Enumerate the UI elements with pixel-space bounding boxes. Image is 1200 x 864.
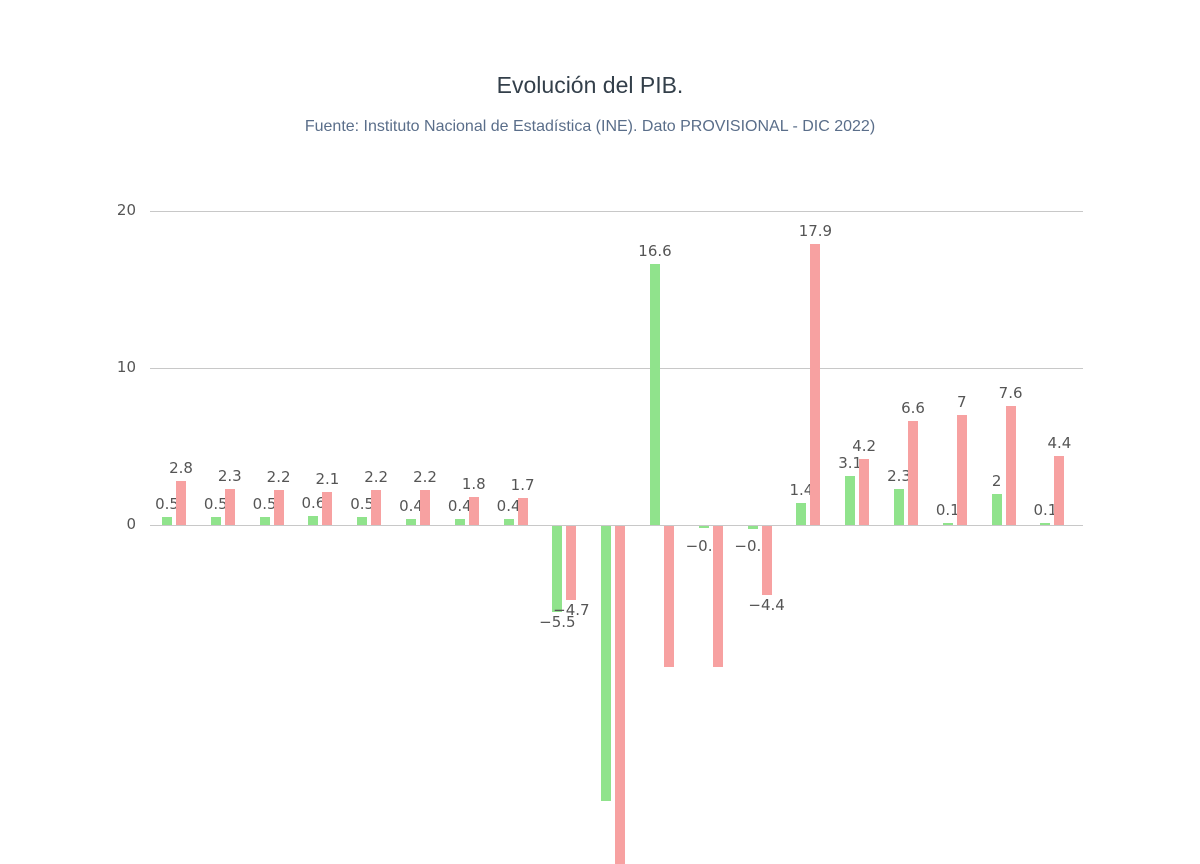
bar-series2	[859, 459, 870, 525]
bar-series1	[454, 518, 465, 525]
data-label: 0.5	[350, 495, 375, 514]
bar-series2	[371, 490, 382, 525]
bar-series2	[176, 481, 186, 525]
data-label: 4.2	[852, 437, 877, 456]
bar-series2	[761, 526, 772, 596]
chart-title: Evolución del PIB.	[496, 72, 684, 98]
data-label: 0.6	[301, 493, 326, 512]
bar-series2	[712, 526, 723, 668]
bar-series2	[273, 490, 284, 525]
bar-series1	[357, 517, 368, 525]
data-label: −4.4	[748, 596, 785, 615]
bar-series1	[650, 264, 660, 525]
bar-series2	[224, 488, 235, 525]
bar-series1	[942, 523, 953, 525]
bar-series1	[162, 517, 172, 525]
bar-series2	[956, 415, 967, 525]
data-label: 2.1	[315, 470, 340, 489]
bar-series1	[552, 526, 563, 613]
data-label: 0.5	[203, 495, 228, 514]
data-label: 7	[957, 393, 967, 412]
bar-chart: 0 10 20 0.5 0.5 0.5 0.6 0.5 0.4 0.4 0.4 −5.5 16.6 −0.…	[116, 201, 1083, 864]
data-label: 4.4	[1047, 433, 1072, 452]
data-label: 3.1	[838, 454, 863, 473]
bar-series1	[406, 518, 416, 525]
bar-series1	[747, 526, 758, 530]
bar-series2	[810, 243, 821, 525]
y-tick-label: 20	[116, 201, 136, 219]
data-label: 2	[991, 471, 1002, 490]
data-label: 1.7	[510, 476, 535, 495]
gridline	[150, 368, 1083, 369]
bar-series1	[601, 526, 612, 801]
data-label: −5.5	[539, 613, 576, 632]
gridline	[150, 525, 1083, 526]
data-label: 0.1	[1033, 501, 1058, 520]
data-label: 2.2	[266, 468, 291, 487]
bar-series2	[566, 526, 577, 600]
data-label: 1.4	[789, 481, 814, 500]
bar-series2	[615, 526, 626, 864]
data-label: 2.3	[217, 466, 242, 485]
bar-series1	[308, 515, 319, 525]
bar-series1	[210, 517, 221, 525]
bar-series2	[908, 421, 918, 525]
data-label: 0.4	[447, 496, 472, 515]
bar-series1	[894, 488, 904, 525]
data-label: 1.8	[461, 474, 486, 493]
bar-series1	[698, 526, 709, 528]
data-label: 0.4	[399, 496, 423, 515]
data-label: 17.9	[798, 221, 833, 240]
bar-series2	[664, 526, 674, 668]
data-label: 0.5	[252, 495, 277, 514]
bar-series1	[991, 493, 1002, 525]
bar-series2	[517, 498, 528, 525]
data-label: 0.1	[935, 501, 960, 520]
chart-subtitle: Fuente: Instituto Nacional de Estadístic…	[304, 118, 876, 135]
data-label: 2.2	[413, 468, 437, 487]
data-label: 2.2	[364, 468, 389, 487]
bar-series1	[845, 476, 856, 525]
bar-series2	[322, 492, 333, 525]
bar-series1	[503, 518, 514, 525]
data-label: 2.3	[887, 466, 911, 485]
bar-series2	[1054, 455, 1065, 525]
gridline	[150, 211, 1083, 212]
data-label: −4.7	[553, 600, 590, 619]
data-label: 16.6	[638, 242, 672, 261]
data-label: 2.8	[169, 459, 193, 478]
y-tick-label: 10	[116, 358, 136, 376]
data-label: 0.4	[496, 496, 521, 515]
bar-series1	[796, 503, 807, 525]
bar-series2	[468, 496, 479, 525]
y-tick-label: 0	[126, 515, 136, 533]
bar-series1	[1040, 523, 1051, 525]
bar-series1	[259, 517, 270, 525]
data-label: 7.6	[998, 383, 1023, 402]
data-label: 0.5	[155, 495, 179, 514]
data-label: 6.6	[901, 399, 925, 418]
bar-series2	[1005, 405, 1016, 525]
bar-series2	[420, 490, 430, 525]
